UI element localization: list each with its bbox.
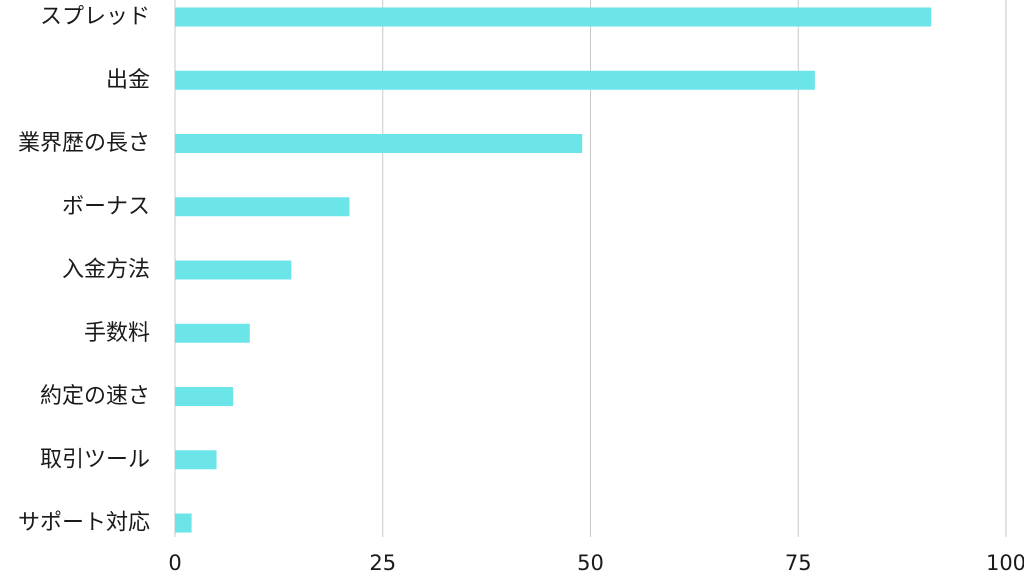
bar xyxy=(175,197,350,217)
x-tick-label: 50 xyxy=(577,551,604,575)
x-tick-label: 25 xyxy=(369,551,396,575)
category-label: 入金方法 xyxy=(62,258,150,283)
x-axis-tick-labels: 0 25 50 75 100 xyxy=(168,551,1024,575)
bars xyxy=(175,7,932,533)
bar xyxy=(175,260,292,280)
bar xyxy=(175,70,815,90)
bar xyxy=(175,7,932,27)
category-label: サポート対応 xyxy=(18,511,150,536)
category-label: 約定の速さ xyxy=(40,384,150,409)
category-label: 業界歴の長さ xyxy=(18,131,150,156)
category-label: スプレッド xyxy=(40,5,150,30)
bar xyxy=(175,134,583,153)
category-label: 取引ツール xyxy=(40,447,150,472)
bar xyxy=(175,513,192,533)
x-tick-label: 75 xyxy=(785,551,812,575)
category-label: 手数料 xyxy=(84,321,150,346)
bar xyxy=(175,387,234,406)
bar xyxy=(175,450,217,470)
bar xyxy=(175,323,250,343)
category-label: 出金 xyxy=(106,68,150,93)
x-tick-label: 0 xyxy=(168,551,181,575)
category-label: ボーナス xyxy=(62,194,150,219)
x-tick-label: 100 xyxy=(986,551,1024,575)
